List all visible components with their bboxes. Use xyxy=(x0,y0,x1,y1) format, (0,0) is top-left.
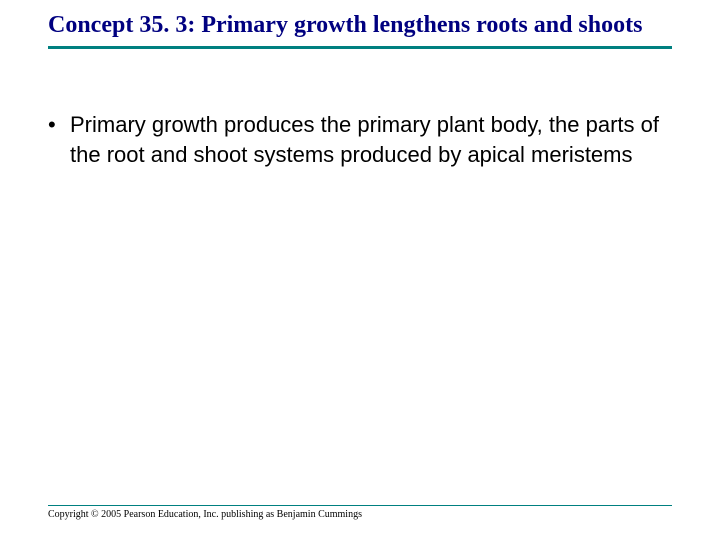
bullet-text: Primary growth produces the primary plan… xyxy=(70,110,672,169)
body-block: • Primary growth produces the primary pl… xyxy=(48,110,672,169)
title-block: Concept 35. 3: Primary growth lengthens … xyxy=(48,10,672,49)
copyright-text: Copyright © 2005 Pearson Education, Inc.… xyxy=(48,509,672,520)
slide-title: Concept 35. 3: Primary growth lengthens … xyxy=(48,10,672,40)
title-divider xyxy=(48,46,672,49)
bullet-marker: • xyxy=(48,110,70,140)
footer-divider xyxy=(48,505,672,506)
slide: Concept 35. 3: Primary growth lengthens … xyxy=(0,0,720,540)
bullet-item: • Primary growth produces the primary pl… xyxy=(48,110,672,169)
footer-block: Copyright © 2005 Pearson Education, Inc.… xyxy=(48,505,672,520)
